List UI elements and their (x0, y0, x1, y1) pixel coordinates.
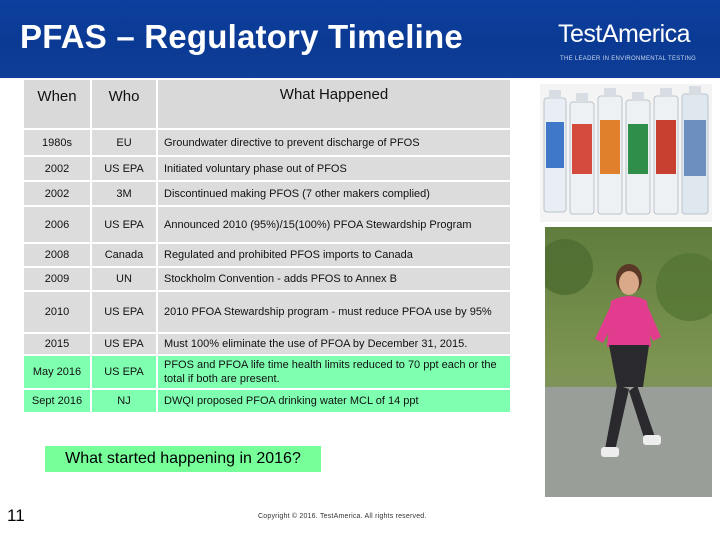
question-callout: What started happening in 2016? (45, 446, 321, 472)
cell-who: US EPA (92, 334, 158, 354)
cell-what: Groundwater directive to prevent dischar… (164, 136, 420, 149)
cell-who: UN (92, 268, 158, 290)
table-row: 2009 UN Stockholm Convention - adds PFOS… (24, 268, 510, 290)
cell-what: Initiated voluntary phase out of PFOS (164, 162, 347, 175)
cell-what: DWQI proposed PFOA drinking water MCL of… (164, 395, 419, 407)
table-row: 2002 3M Discontinued making PFOS (7 othe… (24, 182, 510, 205)
table-row: 2008 Canada Regulated and prohibited PFO… (24, 244, 510, 266)
spray-can (543, 90, 567, 213)
cell-who: US EPA (92, 292, 158, 332)
runner-photo (545, 227, 712, 497)
cell-when: May 2016 (24, 356, 92, 388)
table-row: 1980s EU Groundwater directive to preven… (24, 130, 510, 155)
title-banner: PFAS – Regulatory Timeline TestAmerica T… (0, 0, 720, 78)
spray-can (625, 92, 651, 215)
cell-when: 2006 (24, 207, 92, 242)
spray-cans-photo (540, 84, 712, 222)
cell-what: PFOS and PFOA life time health limits re… (164, 359, 497, 385)
company-logo: TestAmerica THE LEADER IN ENVIRONMENTAL … (558, 20, 703, 66)
cell-when: 1980s (24, 130, 92, 155)
cell-when: 2002 (24, 157, 92, 180)
table-row: 2010 US EPA 2010 PFOA Stewardship progra… (24, 292, 510, 332)
slide-number: 11 (7, 506, 25, 525)
header-who: Who (92, 80, 158, 128)
spray-can (681, 86, 709, 215)
cell-who: US EPA (92, 157, 158, 180)
table-row: 2002 US EPA Initiated voluntary phase ou… (24, 157, 510, 180)
cell-when: Sept 2016 (24, 390, 92, 412)
cell-who: NJ (92, 390, 158, 412)
logo-tagline: THE LEADER IN ENVIRONMENTAL TESTING (560, 56, 697, 62)
cell-who: US EPA (92, 356, 158, 388)
cell-what: Must 100% eliminate the use of PFOA by D… (164, 338, 468, 350)
cell-who: Canada (92, 244, 158, 266)
table-row-highlighted: May 2016 US EPA PFOS and PFOA life time … (24, 356, 510, 388)
cell-what: Announced 2010 (95%)/15(100%) PFOA Stewa… (164, 218, 472, 231)
copyright-text: Copyright © 2016. TestAmerica. All right… (258, 513, 427, 520)
cell-what: Stockholm Convention - adds PFOS to Anne… (164, 273, 397, 285)
cell-who: US EPA (92, 207, 158, 242)
logo-wordmark: TestAmerica (558, 20, 691, 48)
header-what: What Happened (279, 86, 389, 103)
timeline-table: When Who What Happened 1980s EU Groundwa… (24, 80, 510, 414)
cell-when: 2009 (24, 268, 92, 290)
table-row: 2006 US EPA Announced 2010 (95%)/15(100%… (24, 207, 510, 242)
spray-can (569, 93, 595, 215)
runner-figure (595, 264, 661, 457)
cell-when: 2008 (24, 244, 92, 266)
cell-when: 2002 (24, 182, 92, 205)
cell-when: 2015 (24, 334, 92, 354)
cell-who: EU (92, 130, 158, 155)
cell-what: 2010 PFOA Stewardship program - must red… (164, 306, 492, 318)
spray-can (597, 88, 623, 215)
table-header-row: When Who What Happened (24, 80, 510, 128)
cell-who: 3M (92, 182, 158, 205)
spray-can (653, 88, 679, 215)
header-when: When (24, 80, 92, 128)
table-row-highlighted: Sept 2016 NJ DWQI proposed PFOA drinking… (24, 390, 510, 412)
cell-when: 2010 (24, 292, 92, 332)
cell-what: Regulated and prohibited PFOS imports to… (164, 249, 413, 261)
slide-title: PFAS – Regulatory Timeline (20, 18, 463, 55)
cell-what: Discontinued making PFOS (7 other makers… (164, 187, 430, 200)
table-row: 2015 US EPA Must 100% eliminate the use … (24, 334, 510, 354)
